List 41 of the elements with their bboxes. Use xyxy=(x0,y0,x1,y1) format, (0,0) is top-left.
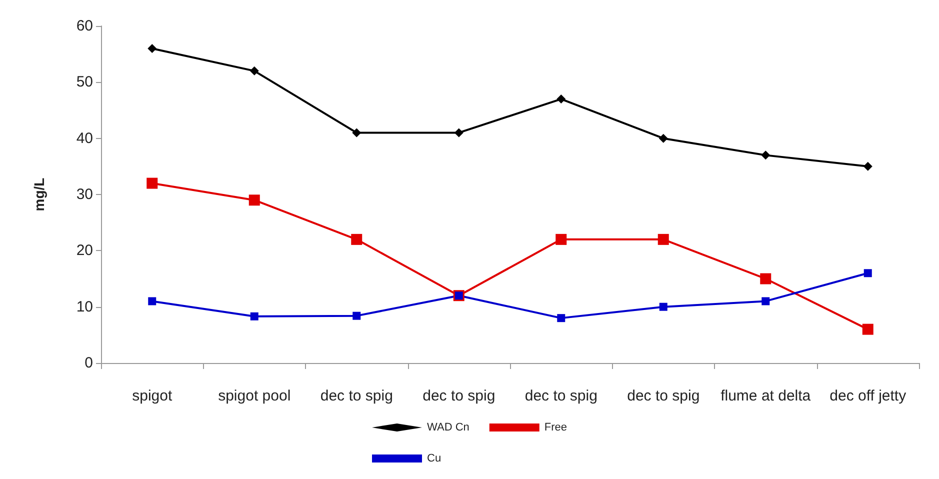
point xyxy=(658,134,668,143)
point xyxy=(250,312,258,320)
x-tick-label: spigot pool xyxy=(218,388,291,404)
point xyxy=(557,314,566,322)
point xyxy=(760,273,772,284)
y-tick-label: 20 xyxy=(76,242,93,260)
x-tick-label: dec to spig xyxy=(422,388,496,404)
point xyxy=(659,302,668,311)
point xyxy=(352,312,361,320)
point xyxy=(556,234,567,245)
point xyxy=(148,44,157,53)
x-tick-label: flume at delta xyxy=(720,388,812,404)
x-tick-label: spigot xyxy=(132,388,173,404)
point xyxy=(351,234,362,245)
point xyxy=(658,234,669,245)
point xyxy=(248,194,260,206)
y-tick-label: 10 xyxy=(76,298,93,316)
y-tick-label: 0 xyxy=(84,354,93,372)
x-tick-label: dec to spig xyxy=(627,388,700,404)
point xyxy=(863,162,872,171)
y-tick-label: 40 xyxy=(76,130,93,147)
point xyxy=(556,94,566,104)
legend-label: Cu xyxy=(427,452,442,464)
y-axis-title: mg/L xyxy=(31,177,47,212)
point xyxy=(762,297,770,306)
point xyxy=(148,297,156,306)
point xyxy=(250,66,259,76)
point xyxy=(352,128,362,138)
legend-label: WAD Cn xyxy=(427,422,470,434)
y-tick-label: 50 xyxy=(76,74,93,91)
x-tick-label: dec off jetty xyxy=(830,388,907,404)
point xyxy=(146,178,158,189)
x-tick-label: dec to spig xyxy=(524,388,598,404)
y-tick-label: 60 xyxy=(76,18,93,34)
legend-label: Free xyxy=(544,422,567,434)
y-tick-label: 30 xyxy=(76,186,93,203)
point xyxy=(862,324,874,335)
x-tick-label: dec to spig xyxy=(320,388,393,404)
point xyxy=(454,128,464,138)
point xyxy=(761,150,770,160)
point xyxy=(864,269,872,278)
